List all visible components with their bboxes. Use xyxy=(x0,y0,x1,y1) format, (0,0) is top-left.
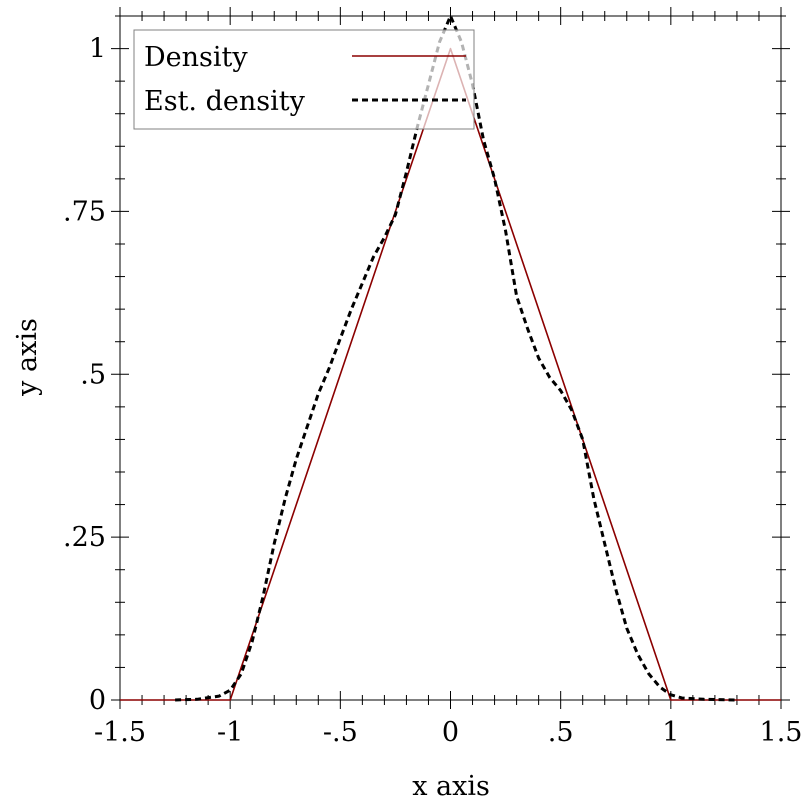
y-axis-title: y axis xyxy=(12,318,43,397)
legend-label-density: Density xyxy=(144,42,248,73)
legend: Density Est. density xyxy=(133,29,475,130)
axis-ticks xyxy=(111,7,790,709)
x-tick-label: -1.5 xyxy=(94,717,146,748)
x-tick-label: 1 xyxy=(662,717,679,748)
y-tick-label: 0 xyxy=(89,685,106,716)
x-axis-title: x axis xyxy=(412,771,490,802)
y-tick-label: .75 xyxy=(63,196,106,227)
x-tick-label: 0 xyxy=(442,717,459,748)
y-tick-label: 1 xyxy=(89,34,106,65)
series-line-est-density xyxy=(175,14,737,702)
legend-label-est-density: Est. density xyxy=(144,86,306,117)
y-tick-label: .5 xyxy=(80,359,106,390)
y-tick-label: .25 xyxy=(63,522,106,553)
series-line-density xyxy=(120,47,781,701)
legend-box xyxy=(133,29,475,130)
x-tick-label: -1 xyxy=(217,717,243,748)
x-tick-label: -.5 xyxy=(323,717,358,748)
tick-labels: -1.5 -1 -.5 0 .5 1 1.5 0 .25 .5 .75 1 xyxy=(63,34,802,748)
x-tick-label: 1.5 xyxy=(760,717,803,748)
x-tick-label: .5 xyxy=(548,717,574,748)
